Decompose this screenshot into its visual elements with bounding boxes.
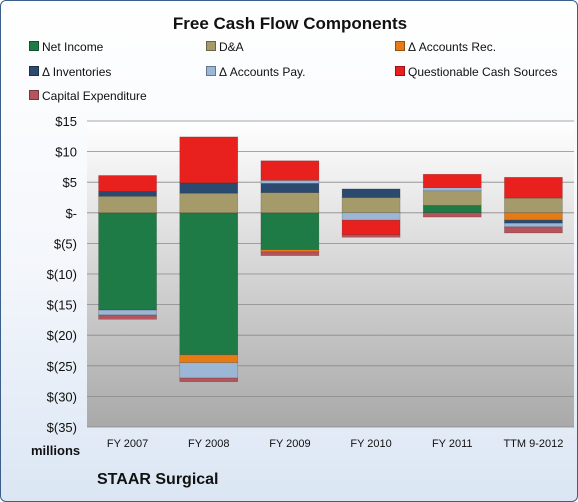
bar-segment [98,191,157,197]
legend-swatch [29,90,39,100]
bar-segment [179,136,239,184]
chart-title: Free Cash Flow Components [172,14,408,33]
bar-segment [422,212,482,218]
y-tick-label: $(35) [47,420,77,435]
x-tick-label: FY 2010 [350,438,391,450]
bar-segment [98,314,157,320]
bar-segment [260,180,320,184]
bar-segment [260,192,320,214]
bar-segment [260,212,320,250]
bar-segment [179,354,239,364]
bar-segment [341,197,401,214]
bar-segment [260,183,320,193]
y-tick-label: $(10) [47,267,77,282]
y-tick-label: $- [65,206,77,221]
bar-segment [341,219,401,236]
bar-segment [422,173,482,189]
x-tick-label: FY 2011 [432,438,473,450]
legend-item-capex: Capital Expenditure [29,89,147,103]
bar-segment [422,190,482,206]
y-tick-label: $(25) [47,359,77,374]
legend-label: Δ Accounts Pay. [219,65,306,79]
y-tick-label: $15 [55,114,77,129]
bar-segment [98,212,157,311]
bar-segment [341,234,401,238]
y-tick-label: $(30) [47,389,77,404]
bar-segment [341,212,401,221]
x-tick-label: TTM 9-2012 [503,438,563,450]
legend-swatch [206,41,216,51]
bar-segment [98,309,157,316]
bar-segment [179,192,239,214]
bar-segment [504,226,563,234]
bar-segment [260,160,320,181]
bars [98,136,563,383]
bar-segment [504,177,563,199]
bar-segment [341,188,401,198]
bar-segment [179,212,239,356]
bar-segment [504,219,563,224]
legend-item-net-income: Net Income [29,40,103,54]
bar-segment [98,195,157,214]
bar-segment [422,205,482,214]
x-axis-ticks: FY 2007 FY 2008 FY 2009 FY 2010 FY 2011 TTM 9… [107,438,563,450]
x-tick-label: FY 2007 [107,438,148,450]
legend-label: Capital Expenditure [42,89,147,103]
legend-swatch [206,66,216,76]
legend-label: Δ Accounts Rec. [408,40,497,54]
legend-swatch [395,66,405,76]
units-label: millions [31,443,81,458]
y-tick-label: $(15) [47,298,77,313]
y-tick-label: $10 [55,145,77,160]
legend-swatch [29,66,39,76]
legend-swatch [395,41,405,51]
legend-label: Net Income [42,40,104,54]
bar-segment [504,197,563,214]
legend-item-accounts-pay: Δ Accounts Pay. [206,65,306,79]
bar-segment [260,251,320,256]
bar-segment [504,212,563,221]
legend-label: Δ Inventories [42,65,112,79]
legend-item-accounts-rec: Δ Accounts Rec. [395,40,496,54]
legend-item-da: D&A [206,40,244,54]
bar-segment [179,182,239,194]
legend-label: D&A [219,40,244,54]
company-name: STAAR Surgical [97,471,219,488]
legend-item-inventories: Δ Inventories [29,65,111,79]
y-tick-label: $(5) [54,236,77,251]
legend-label: Questionable Cash Sources [408,65,558,79]
bar-segment [179,377,239,383]
bar-segment [179,362,239,379]
bar-segment [98,175,157,192]
x-tick-label: FY 2008 [188,438,229,450]
y-tick-label: $5 [63,175,77,190]
y-tick-label: $(20) [47,328,77,343]
legend-swatch [29,41,39,51]
bar-segment [260,249,320,253]
bar-segment [422,187,482,192]
bar-segment [504,222,563,228]
y-axis-ticks: $15 $10 $5 $- $(5) $(10) $(15) $(20) $(25) $(30) $… [47,114,77,435]
legend-item-questionable-cash: Questionable Cash Sources [395,65,557,79]
x-tick-label: FY 2009 [269,438,310,450]
gridlines [87,120,574,428]
